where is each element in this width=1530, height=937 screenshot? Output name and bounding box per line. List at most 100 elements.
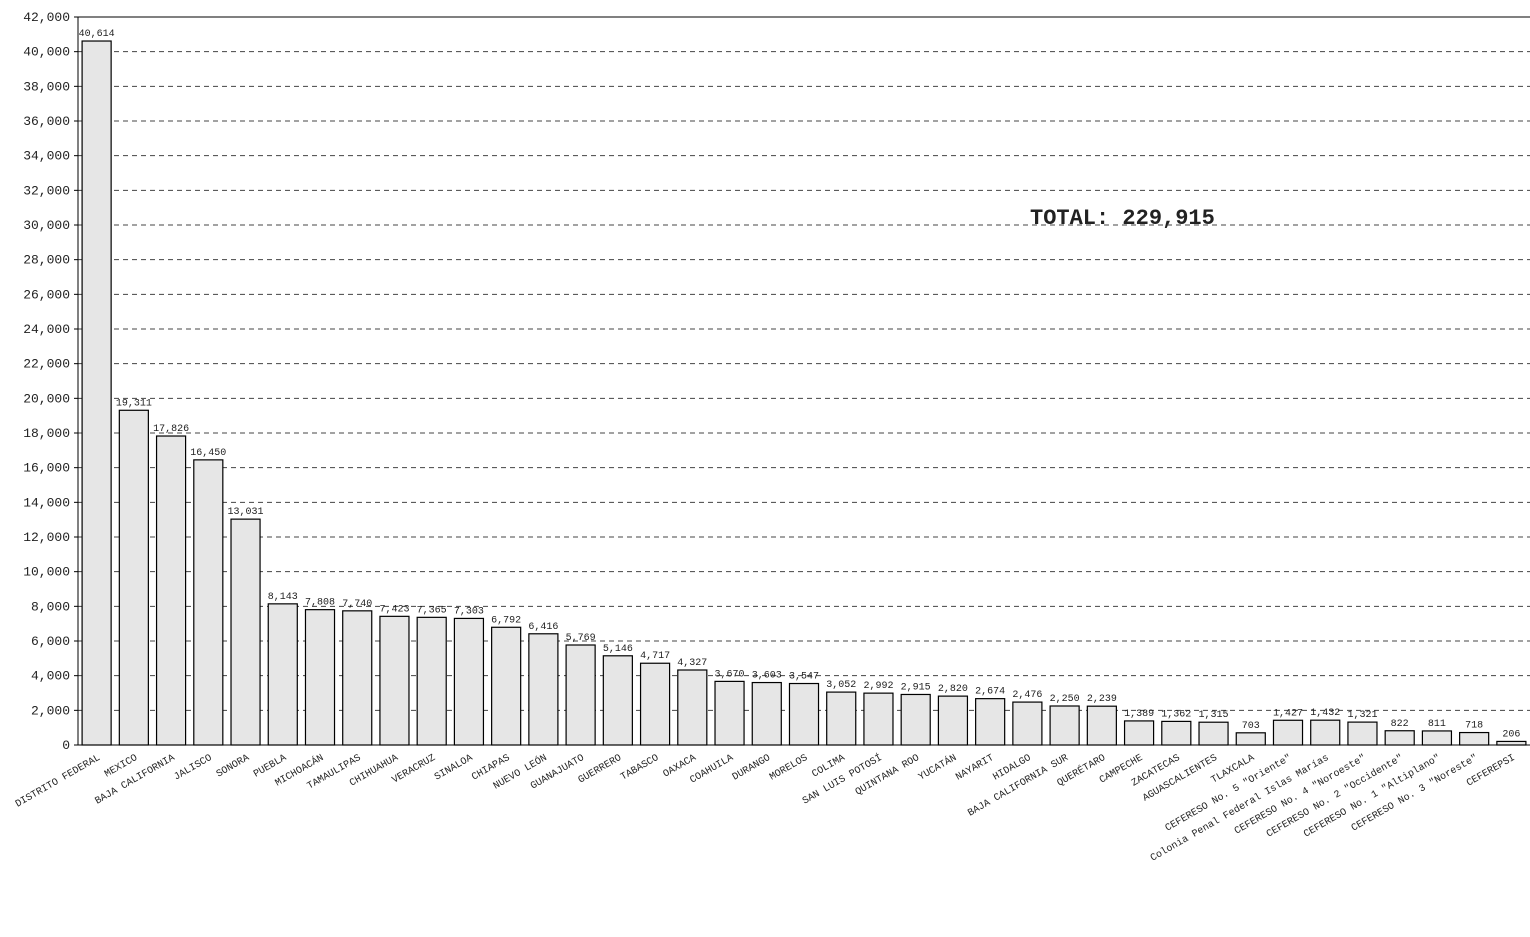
y-tick-label: 38,000	[23, 79, 70, 94]
bar	[1384, 730, 1415, 746]
value-label: 2,476	[1012, 690, 1042, 701]
bar	[193, 459, 224, 746]
value-label: 3,603	[752, 671, 782, 682]
bar	[677, 669, 708, 746]
bar	[1310, 719, 1341, 746]
y-tick-label: 16,000	[23, 461, 70, 476]
y-tick-label: 10,000	[23, 565, 70, 580]
y-tick-label: 42,000	[23, 10, 70, 25]
value-label: 7,740	[342, 599, 372, 610]
value-label: 2,992	[863, 681, 893, 692]
bar	[155, 435, 187, 746]
total-annotation: TOTAL: 229,915	[1030, 206, 1215, 231]
bar	[230, 518, 261, 746]
y-tick-label: 22,000	[23, 357, 70, 372]
value-label: 3,052	[826, 680, 856, 691]
y-tick-label: 4,000	[31, 669, 70, 684]
value-label: 2,250	[1050, 694, 1080, 705]
y-tick-label: 12,000	[23, 530, 70, 545]
bar	[304, 609, 336, 746]
value-label: 1,432	[1310, 708, 1340, 719]
value-label: 1,362	[1161, 709, 1191, 720]
x-tick-label: SINALOA	[433, 753, 475, 784]
value-label: 3,547	[789, 672, 819, 683]
bar	[491, 626, 522, 746]
y-tick-label: 14,000	[23, 495, 70, 510]
value-label: 17,826	[153, 424, 189, 435]
bar	[1198, 721, 1229, 746]
bar	[863, 692, 894, 746]
bar	[826, 691, 857, 746]
value-label: 718	[1465, 721, 1483, 732]
value-label: 1,321	[1347, 710, 1377, 721]
bar	[453, 617, 485, 746]
bar	[342, 610, 373, 746]
bar	[1086, 705, 1117, 746]
y-tick-label: 28,000	[23, 253, 70, 268]
value-label: 2,820	[938, 684, 968, 695]
y-tick-label: 18,000	[23, 426, 70, 441]
value-label: 7,303	[454, 606, 484, 617]
y-tick-label: 36,000	[23, 114, 70, 129]
bar	[639, 662, 671, 746]
bar	[1347, 721, 1378, 746]
bar	[528, 633, 559, 746]
bar	[1161, 720, 1192, 746]
bar	[751, 681, 782, 746]
x-tick-label: DURANGO	[731, 753, 773, 784]
y-tick-label: 8,000	[31, 599, 70, 614]
value-label: 19,311	[116, 398, 152, 409]
value-label: 2,915	[901, 682, 931, 693]
y-tick-label: 32,000	[23, 183, 70, 198]
value-label: 206	[1502, 729, 1520, 740]
x-tick-label: YUCATÁN	[916, 750, 959, 783]
bar	[714, 680, 745, 746]
y-tick-label: 6,000	[31, 634, 70, 649]
value-label: 7,423	[379, 604, 409, 615]
x-tick-label: JALISCO	[172, 753, 214, 784]
value-label: 4,717	[640, 651, 670, 662]
bar	[118, 409, 149, 746]
y-tick-label: 30,000	[23, 218, 70, 233]
value-label: 7,808	[305, 598, 335, 609]
value-label: 6,792	[491, 615, 521, 626]
y-tick-label: 20,000	[23, 391, 70, 406]
bar	[565, 644, 596, 746]
bar	[1421, 730, 1453, 746]
x-tick-label: QUINTANA ROO	[854, 753, 922, 799]
y-tick-label: 26,000	[23, 287, 70, 302]
value-label: 1,315	[1199, 710, 1229, 721]
value-label: 2,674	[975, 687, 1005, 698]
bar	[1496, 740, 1527, 746]
bar	[975, 698, 1006, 746]
bar	[81, 40, 112, 746]
y-tick-label: 34,000	[23, 149, 70, 164]
value-label: 16,450	[190, 448, 226, 459]
value-label: 5,769	[566, 633, 596, 644]
value-label: 7,365	[417, 605, 447, 616]
bar	[900, 693, 931, 746]
value-label: 3,670	[715, 669, 745, 680]
bar	[788, 682, 820, 746]
x-tick-label: NAYARIT	[954, 753, 996, 784]
value-label: 822	[1391, 719, 1409, 730]
y-tick-label: 2,000	[31, 703, 70, 718]
y-tick-label: 40,000	[23, 45, 70, 60]
bar	[1012, 701, 1043, 746]
bar	[267, 603, 298, 746]
value-label: 4,327	[677, 658, 707, 669]
bar	[379, 615, 410, 746]
value-label: 5,146	[603, 644, 633, 655]
bar	[1049, 705, 1080, 746]
value-label: 811	[1428, 719, 1446, 730]
value-label: 1,389	[1124, 709, 1154, 720]
bar	[602, 655, 633, 746]
x-tick-label: TABASCO	[619, 753, 661, 784]
value-label: 40,614	[79, 29, 115, 40]
value-label: 703	[1242, 721, 1260, 732]
x-tick-label: DISTRITO FEDERAL	[14, 753, 103, 811]
x-tick-label: SONORA	[215, 753, 252, 781]
bar	[416, 616, 447, 746]
y-tick-label: 0	[62, 738, 70, 753]
bar	[1123, 720, 1155, 746]
